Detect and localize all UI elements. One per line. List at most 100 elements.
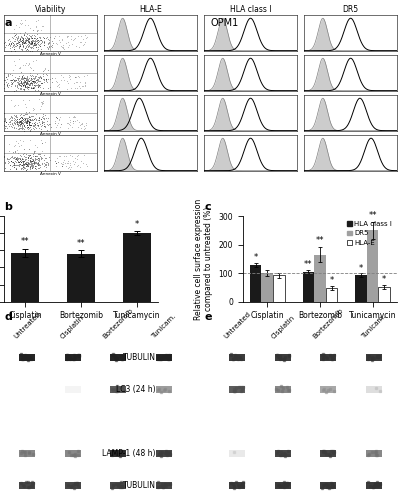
Title: DR5: DR5	[342, 5, 359, 14]
Point	[33, 44, 39, 52]
Point	[10, 40, 17, 48]
Point	[18, 38, 24, 46]
Point	[41, 66, 47, 74]
Point	[26, 150, 32, 158]
Point	[35, 112, 42, 120]
Point	[29, 112, 35, 120]
Point	[60, 44, 66, 52]
Point	[22, 150, 29, 158]
Point	[16, 42, 23, 50]
Point	[12, 42, 18, 50]
Point	[29, 164, 35, 172]
Point	[19, 19, 25, 27]
Point	[14, 78, 20, 86]
Point	[26, 40, 33, 48]
Point	[14, 168, 20, 175]
Point	[1, 38, 7, 46]
Point	[35, 36, 41, 44]
Point	[40, 67, 47, 75]
Point	[18, 122, 25, 130]
Y-axis label: LAMP-1 (48 h): LAMP-1 (48 h)	[102, 448, 156, 458]
Point	[70, 117, 77, 125]
Point	[0, 166, 2, 174]
Point	[27, 84, 34, 92]
Point	[33, 76, 39, 84]
Point	[24, 123, 31, 131]
Point	[22, 114, 28, 122]
Point	[73, 78, 80, 86]
Point	[16, 142, 22, 150]
Point	[21, 38, 28, 46]
Point	[12, 72, 18, 80]
Point	[32, 164, 38, 172]
Legend: HLA class I, DR5, HLA-E: HLA class I, DR5, HLA-E	[345, 220, 393, 248]
Point	[14, 129, 21, 137]
Point	[16, 74, 22, 82]
Point	[1, 84, 8, 92]
Point	[20, 118, 26, 126]
Point	[6, 158, 12, 166]
Point	[31, 40, 38, 48]
Point	[26, 34, 32, 42]
Point	[11, 111, 17, 119]
Point	[25, 78, 32, 86]
Point	[22, 74, 29, 82]
Point	[3, 118, 9, 126]
Point	[13, 155, 19, 163]
Point	[6, 147, 12, 155]
Point	[32, 81, 38, 89]
Point	[18, 120, 24, 128]
Point	[55, 80, 61, 88]
Point	[84, 71, 90, 79]
Point	[17, 37, 24, 45]
Point	[6, 122, 12, 130]
Point	[16, 38, 22, 46]
Point	[40, 97, 46, 105]
Point	[29, 82, 35, 90]
Point	[59, 162, 65, 170]
Point	[20, 86, 27, 94]
Point	[27, 40, 33, 48]
Point	[18, 116, 24, 124]
Point	[35, 158, 42, 166]
Point	[27, 122, 34, 130]
Point	[41, 76, 47, 84]
Point	[22, 80, 29, 88]
Point	[39, 114, 45, 122]
Bar	[229, 450, 245, 456]
Point	[25, 46, 31, 54]
Point	[23, 116, 30, 124]
Point	[19, 72, 25, 80]
Point	[27, 154, 33, 162]
Point	[73, 155, 80, 163]
Point	[49, 40, 55, 48]
Bar	[320, 450, 336, 456]
Point	[27, 126, 34, 134]
Point	[72, 73, 78, 81]
Point	[16, 121, 22, 129]
Point	[26, 78, 32, 86]
Point	[63, 39, 70, 47]
Point	[69, 40, 75, 48]
Point	[34, 36, 41, 44]
Point	[16, 116, 23, 124]
Bar	[275, 354, 291, 360]
Point	[34, 121, 41, 129]
Point	[72, 112, 79, 120]
Point	[16, 154, 23, 162]
Point	[10, 76, 17, 84]
Point	[24, 78, 30, 86]
Point	[34, 76, 40, 84]
Point	[19, 81, 26, 89]
Point	[41, 156, 47, 164]
Point	[22, 110, 28, 118]
Point	[24, 84, 30, 92]
Point	[23, 76, 29, 84]
Point	[26, 118, 32, 126]
Point	[45, 84, 51, 92]
Point	[39, 98, 45, 106]
Point	[27, 72, 34, 80]
Bar	[275, 386, 291, 392]
Point	[36, 42, 43, 50]
Point	[16, 158, 22, 166]
